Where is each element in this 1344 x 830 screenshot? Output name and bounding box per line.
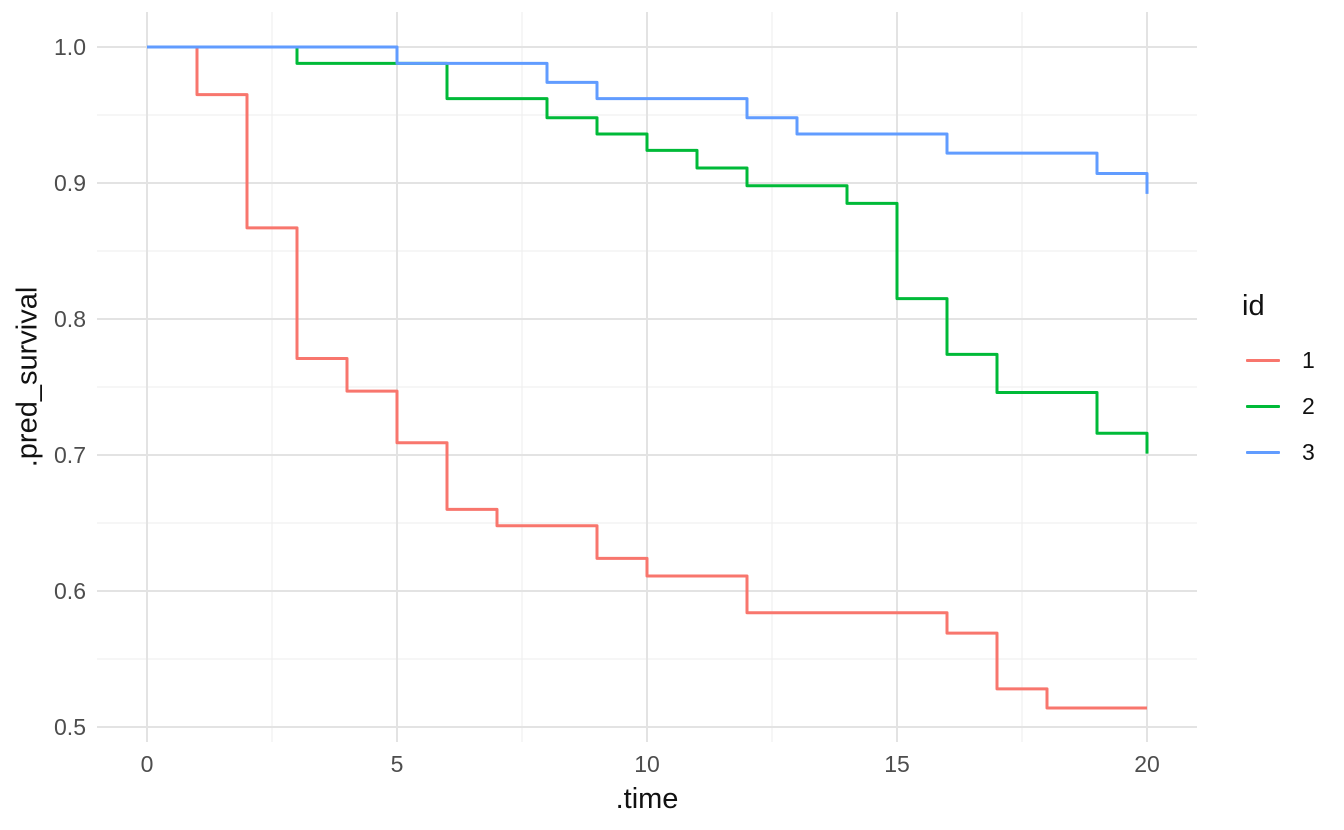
x-axis-title: .time: [615, 783, 679, 815]
y-tick-label: 0.7: [54, 442, 86, 468]
x-tick-label: 0: [141, 751, 154, 777]
x-tick-label: 10: [634, 751, 660, 777]
legend-item-2: 2: [1242, 383, 1315, 429]
legend: id 1 2 3: [1242, 290, 1315, 475]
y-tick-label: 0.9: [54, 170, 86, 196]
y-axis-title: .pred_survival: [11, 286, 44, 468]
survival-curve-1: [147, 45, 1147, 710]
legend-items: 1 2 3: [1242, 337, 1315, 475]
y-tick-label: 0.8: [54, 306, 86, 332]
x-tick-label: 15: [884, 751, 910, 777]
legend-key-line-1: [1246, 358, 1280, 362]
legend-key-line-3: [1246, 450, 1280, 454]
legend-label-1: 1: [1302, 346, 1315, 373]
legend-label-3: 3: [1302, 438, 1315, 465]
x-tick-label: 20: [1134, 751, 1160, 777]
survival-curve-3: [147, 45, 1149, 194]
x-tick-label: 5: [391, 751, 404, 777]
legend-title: id: [1242, 290, 1265, 322]
y-tick-label: 0.6: [54, 578, 86, 604]
y-tick-label: 0.5: [54, 714, 86, 740]
legend-key-line-2: [1246, 404, 1280, 408]
survival-curve-2: [147, 45, 1149, 454]
legend-item-3: 3: [1242, 429, 1315, 475]
legend-label-2: 2: [1302, 392, 1315, 419]
y-tick-label: 1.0: [54, 34, 86, 60]
legend-item-1: 1: [1242, 337, 1315, 383]
